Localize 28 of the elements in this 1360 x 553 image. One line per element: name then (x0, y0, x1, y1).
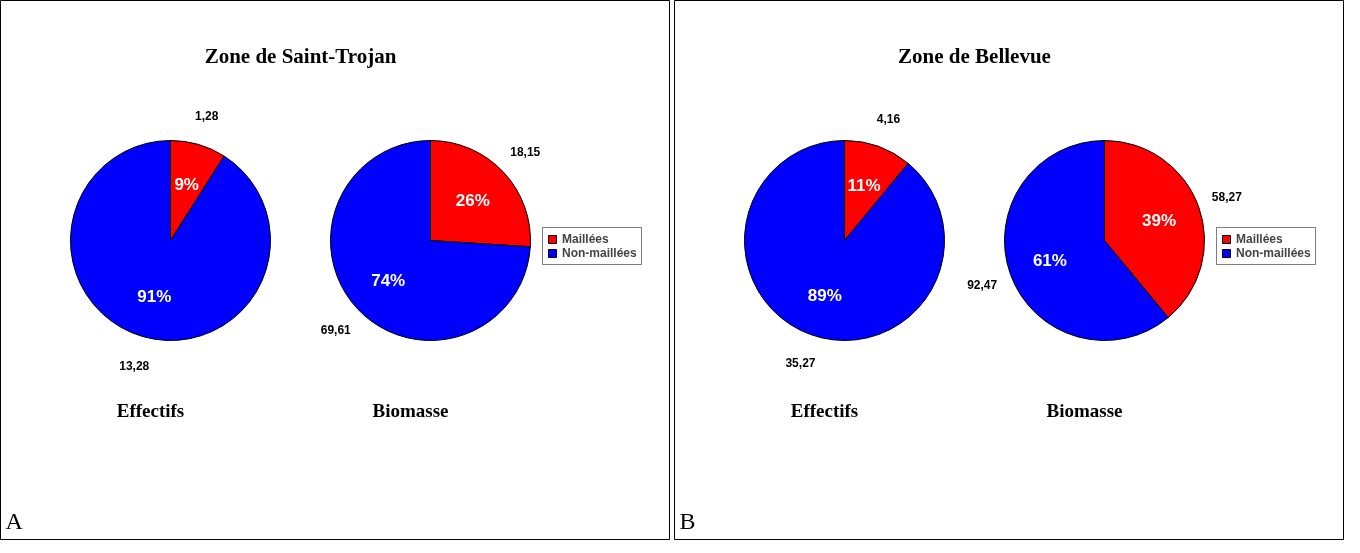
data-label: 61% (1032, 250, 1067, 270)
text: 18,15 (510, 145, 541, 160)
text: 4,16 (876, 111, 901, 126)
text: Effectifs (790, 400, 859, 421)
text: Biomasse (1046, 400, 1123, 421)
text: 58,27 (1211, 189, 1243, 204)
chart-title: Zone de Saint-Trojan (204, 43, 397, 68)
text: 13,28 (119, 358, 150, 373)
text: Biomasse (372, 400, 449, 421)
text: 35,27 (785, 356, 816, 371)
data-label: 9% (174, 175, 199, 195)
text: B (679, 507, 696, 534)
text: A (5, 507, 24, 534)
text: 92,47 (967, 278, 998, 293)
data-label: 74% (371, 270, 406, 290)
data-label: 39% (1142, 211, 1177, 231)
text: 69,61 (320, 322, 352, 337)
data-label: 89% (807, 285, 842, 305)
text: 1,28 (195, 109, 219, 124)
data-label: 11% (847, 176, 881, 196)
text: Effectifs (116, 400, 185, 421)
data-label: 91% (137, 286, 172, 306)
legend-label: Maillées (562, 232, 609, 246)
chart-title: Zone de Bellevue (898, 43, 1051, 68)
legend-label: Non-maillées (562, 246, 637, 260)
legend-label: Maillées (1236, 232, 1283, 246)
data-label: 26% (455, 191, 490, 211)
legend-label: Non-maillées (1236, 246, 1311, 260)
